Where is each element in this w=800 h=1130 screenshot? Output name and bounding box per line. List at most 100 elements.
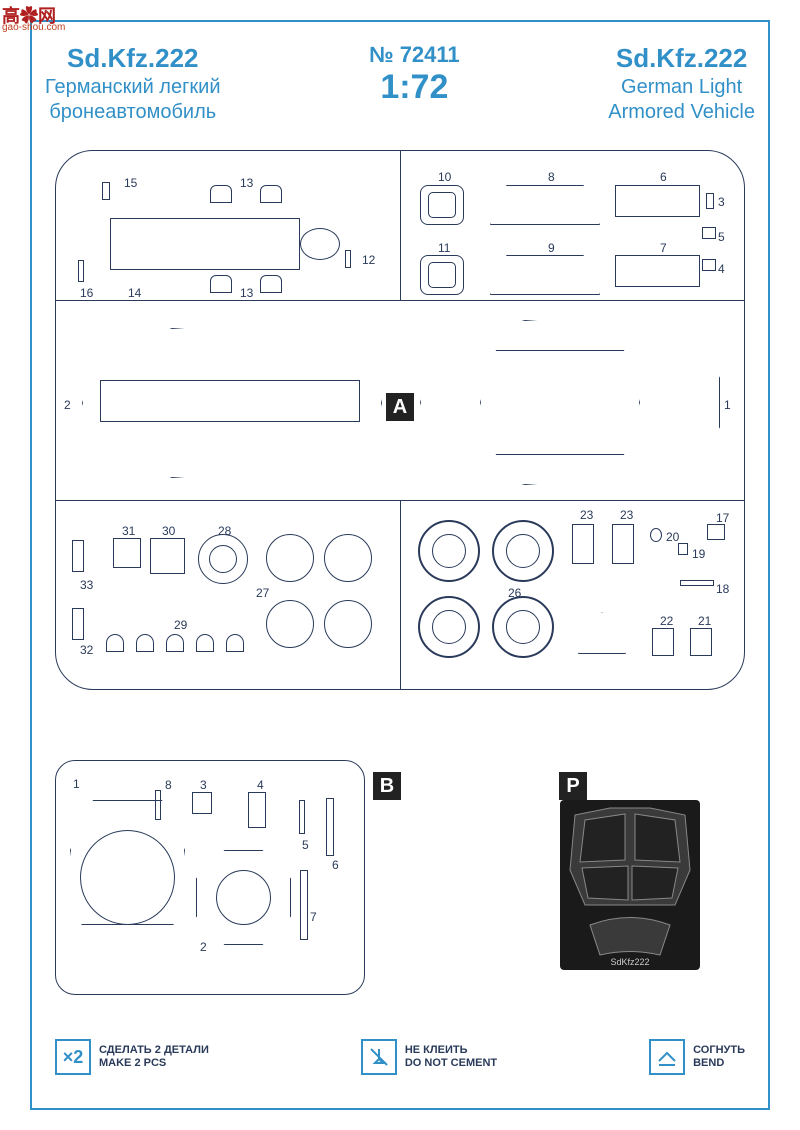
wheel-part <box>324 600 372 648</box>
part-sketch <box>106 634 124 652</box>
legend-ru: НЕ КЛЕИТЬ <box>405 1044 497 1057</box>
part-number: 3 <box>200 778 207 792</box>
part-sketch <box>299 800 305 834</box>
part-sketch <box>428 262 456 288</box>
scale: 1:72 <box>369 68 460 107</box>
part-number: 1 <box>73 777 80 791</box>
part-sketch <box>650 528 662 542</box>
part-number: 16 <box>80 286 93 300</box>
sprue-a-divider <box>400 500 401 690</box>
part-sketch <box>428 192 456 218</box>
part-sketch <box>615 185 700 217</box>
part-sketch <box>110 218 300 270</box>
part-sketch <box>702 259 716 271</box>
part-number: 29 <box>174 618 187 632</box>
part-sketch <box>136 634 154 652</box>
part-number: 6 <box>660 170 667 184</box>
part-sketch <box>652 628 674 656</box>
part-number: 12 <box>362 253 375 267</box>
part-sketch <box>78 260 84 282</box>
part-number: 23 <box>620 508 633 522</box>
part-number: 8 <box>165 778 172 792</box>
part-number: 31 <box>122 524 135 538</box>
legend-en: BEND <box>693 1057 745 1070</box>
legend-text: СОГНУТЬ BEND <box>693 1044 745 1070</box>
part-number: 27 <box>256 586 269 600</box>
part-sketch <box>100 380 360 422</box>
part-sketch <box>72 608 84 640</box>
tire-part <box>432 534 466 568</box>
header-center: № 72411 1:72 <box>369 42 460 132</box>
part-sketch <box>192 792 212 814</box>
title-right-main: Sd.Kfz.222 <box>608 42 755 75</box>
part-sketch <box>690 628 712 656</box>
part-number: 11 <box>438 241 450 255</box>
part-number: 13 <box>240 286 253 300</box>
turret-hatch <box>216 870 271 925</box>
part-sketch <box>260 275 282 293</box>
part-sketch <box>155 790 161 820</box>
part-number: 15 <box>124 176 137 190</box>
part-number: 21 <box>698 614 711 628</box>
title-right-sub2: Armored Vehicle <box>608 100 755 125</box>
part-sketch <box>196 634 214 652</box>
turret-ring <box>80 830 175 925</box>
part-number: 2 <box>64 398 71 412</box>
part-sketch <box>72 540 84 572</box>
part-sketch <box>678 543 688 555</box>
part-number: 1 <box>724 398 731 412</box>
legend-bend: СОГНУТЬ BEND <box>649 1032 745 1082</box>
part-number: 2 <box>200 940 207 954</box>
part-number: 23 <box>580 508 593 522</box>
header-right: Sd.Kfz.222 German Light Armored Vehicle <box>608 42 755 132</box>
legend-en: MAKE 2 PCS <box>99 1057 209 1070</box>
part-sketch <box>615 255 700 287</box>
legend-text: СДЕЛАТЬ 2 ДЕТАЛИ MAKE 2 PCS <box>99 1044 209 1070</box>
sprue-a-label: A <box>386 393 414 421</box>
photoetch-panel: SdKfz222 <box>560 800 700 970</box>
part-number: 5 <box>302 838 309 852</box>
part-sketch <box>248 792 266 828</box>
no-cement-icon <box>361 1039 397 1075</box>
header-left: Sd.Kfz.222 Германский легкий бронеавтомо… <box>45 42 221 132</box>
part-sketch <box>480 350 640 455</box>
part-number: 3 <box>718 195 725 209</box>
part-sketch <box>150 538 185 574</box>
part-number: 7 <box>310 910 317 924</box>
legend-row: ×2 СДЕЛАТЬ 2 ДЕТАЛИ MAKE 2 PCS НЕ КЛЕИТЬ… <box>55 1032 745 1082</box>
part-sketch <box>707 524 725 540</box>
part-sketch <box>490 185 600 225</box>
photoetch-label: SdKfz222 <box>610 957 649 967</box>
legend-no-cement: НЕ КЛЕИТЬ DO NOT CEMENT <box>361 1032 497 1082</box>
part-sketch <box>113 538 141 568</box>
part-number: 13 <box>240 176 253 190</box>
part-number: 9 <box>548 241 555 255</box>
tire-part <box>506 534 540 568</box>
tire-part <box>432 610 466 644</box>
part-sketch <box>300 870 308 940</box>
wheel-part <box>324 534 372 582</box>
part-number: 10 <box>438 170 451 184</box>
sprue-a-divider <box>55 300 745 301</box>
part-number: 18 <box>716 582 729 596</box>
part-sketch <box>226 634 244 652</box>
legend-text: НЕ КЛЕИТЬ DO NOT CEMENT <box>405 1044 497 1070</box>
part-sketch <box>210 275 232 293</box>
part-number: 7 <box>660 241 667 255</box>
part-sketch <box>300 228 340 260</box>
wheel-part <box>266 600 314 648</box>
part-sketch <box>706 193 714 209</box>
part-number: 5 <box>718 230 725 244</box>
part-sketch <box>326 798 334 856</box>
photoetch-illustration: SdKfz222 <box>560 800 700 970</box>
part-sketch <box>260 185 282 203</box>
wheel-part <box>209 545 237 573</box>
photoetch-p-label: P <box>559 772 587 800</box>
part-sketch <box>612 524 634 564</box>
part-number: 30 <box>162 524 175 538</box>
watermark-url: gao-shou.com <box>2 22 65 33</box>
part-number: 8 <box>548 170 555 184</box>
part-number: 32 <box>80 643 93 657</box>
wheel-part <box>266 534 314 582</box>
part-number: 19 <box>692 547 705 561</box>
